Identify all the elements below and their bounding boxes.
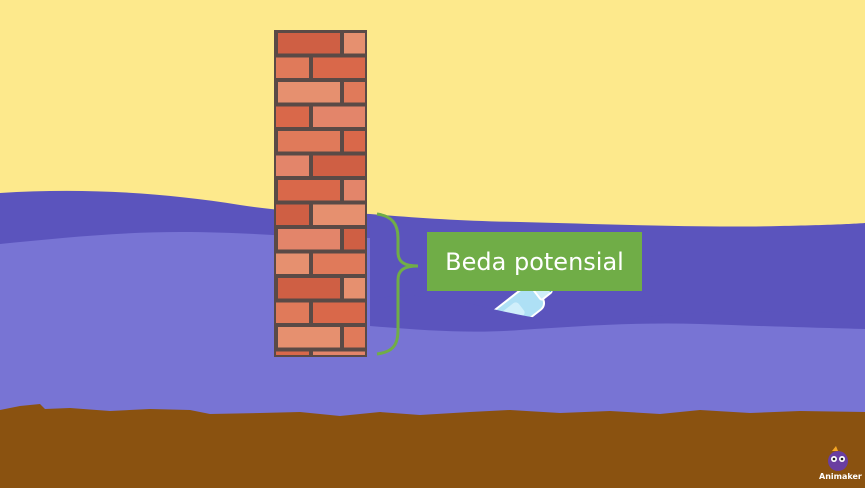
brick (344, 82, 365, 103)
brick (276, 253, 309, 274)
brick (313, 155, 365, 176)
brick (344, 229, 365, 250)
brick (313, 57, 365, 78)
ground (0, 404, 865, 488)
brick (278, 131, 340, 152)
brick (313, 302, 365, 323)
brick (278, 180, 340, 201)
brick (278, 278, 340, 299)
animaker-logo-icon (828, 446, 848, 471)
brick (344, 180, 365, 201)
brick (276, 57, 309, 78)
brick (276, 106, 309, 127)
brick (313, 253, 365, 274)
brick (344, 278, 365, 299)
brick (313, 106, 365, 127)
brick (278, 82, 340, 103)
brick-wall (274, 30, 367, 357)
brick (344, 327, 365, 348)
brick (313, 351, 365, 355)
curly-bracket (376, 212, 419, 356)
brick (276, 204, 309, 225)
brick (344, 33, 365, 54)
brick (276, 351, 309, 355)
brick (313, 204, 365, 225)
brick (276, 302, 309, 323)
animaker-logo-text: Animaker (819, 472, 862, 481)
brick (278, 229, 340, 250)
brick (276, 155, 309, 176)
brick (344, 131, 365, 152)
brick (278, 327, 340, 348)
potential-difference-label: Beda potensial (427, 232, 642, 291)
brick (278, 33, 340, 54)
